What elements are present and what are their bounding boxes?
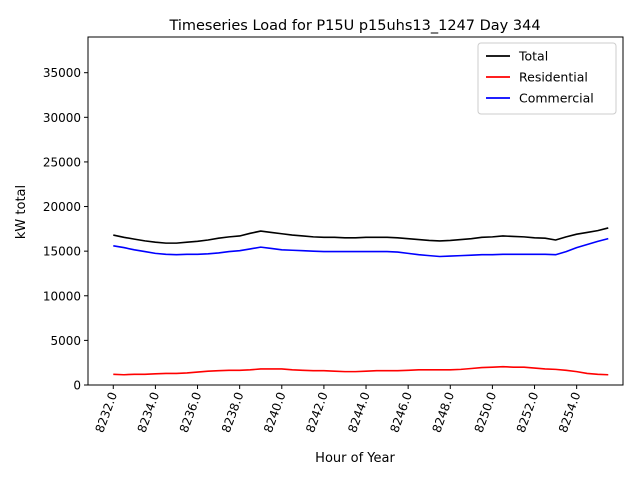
series-line-total <box>113 227 609 244</box>
y-tick-label: 15000 <box>43 245 81 259</box>
x-tick-label: 8232.0 <box>93 390 121 434</box>
x-tick-label: 8254.0 <box>556 390 584 434</box>
plot-area <box>113 227 609 376</box>
x-tick-label: 8238.0 <box>219 390 247 434</box>
x-tick-label: 8244.0 <box>345 390 373 434</box>
x-tick-label: 8242.0 <box>303 390 331 434</box>
legend-box <box>477 42 617 115</box>
series-line-residential <box>113 365 609 376</box>
y-axis-label: kW total <box>14 185 29 239</box>
y-tick-label: 20000 <box>43 200 81 214</box>
y-tick-label: 25000 <box>43 155 81 169</box>
chart-title: Timeseries Load for P15U p15uhs13_1247 D… <box>168 18 540 34</box>
x-tick-label: 8252.0 <box>514 390 542 434</box>
x-tick-label: 8234.0 <box>135 390 163 434</box>
y-tick-label: 0 <box>73 379 81 393</box>
y-tick-label: 30000 <box>43 111 81 125</box>
x-tick-label: 8248.0 <box>430 390 458 434</box>
series-line-commercial <box>113 237 609 258</box>
legend-label-residential: Residential <box>519 70 588 85</box>
plot-frame <box>87 36 624 386</box>
legend-label-commercial: Commercial <box>519 91 594 106</box>
legend-label-total: Total <box>518 49 548 64</box>
x-tick-label: 8246.0 <box>387 390 415 434</box>
legend: Total Residential Commercial <box>477 42 617 115</box>
y-tick-label: 5000 <box>50 334 81 348</box>
y-tick-label: 10000 <box>43 289 81 303</box>
x-tick-label: 8240.0 <box>261 390 289 434</box>
x-tick-label: 8250.0 <box>472 390 500 434</box>
x-axis-label: Hour of Year <box>315 451 395 466</box>
x-tick-label: 8236.0 <box>177 390 205 434</box>
y-tick-label: 35000 <box>43 66 81 80</box>
